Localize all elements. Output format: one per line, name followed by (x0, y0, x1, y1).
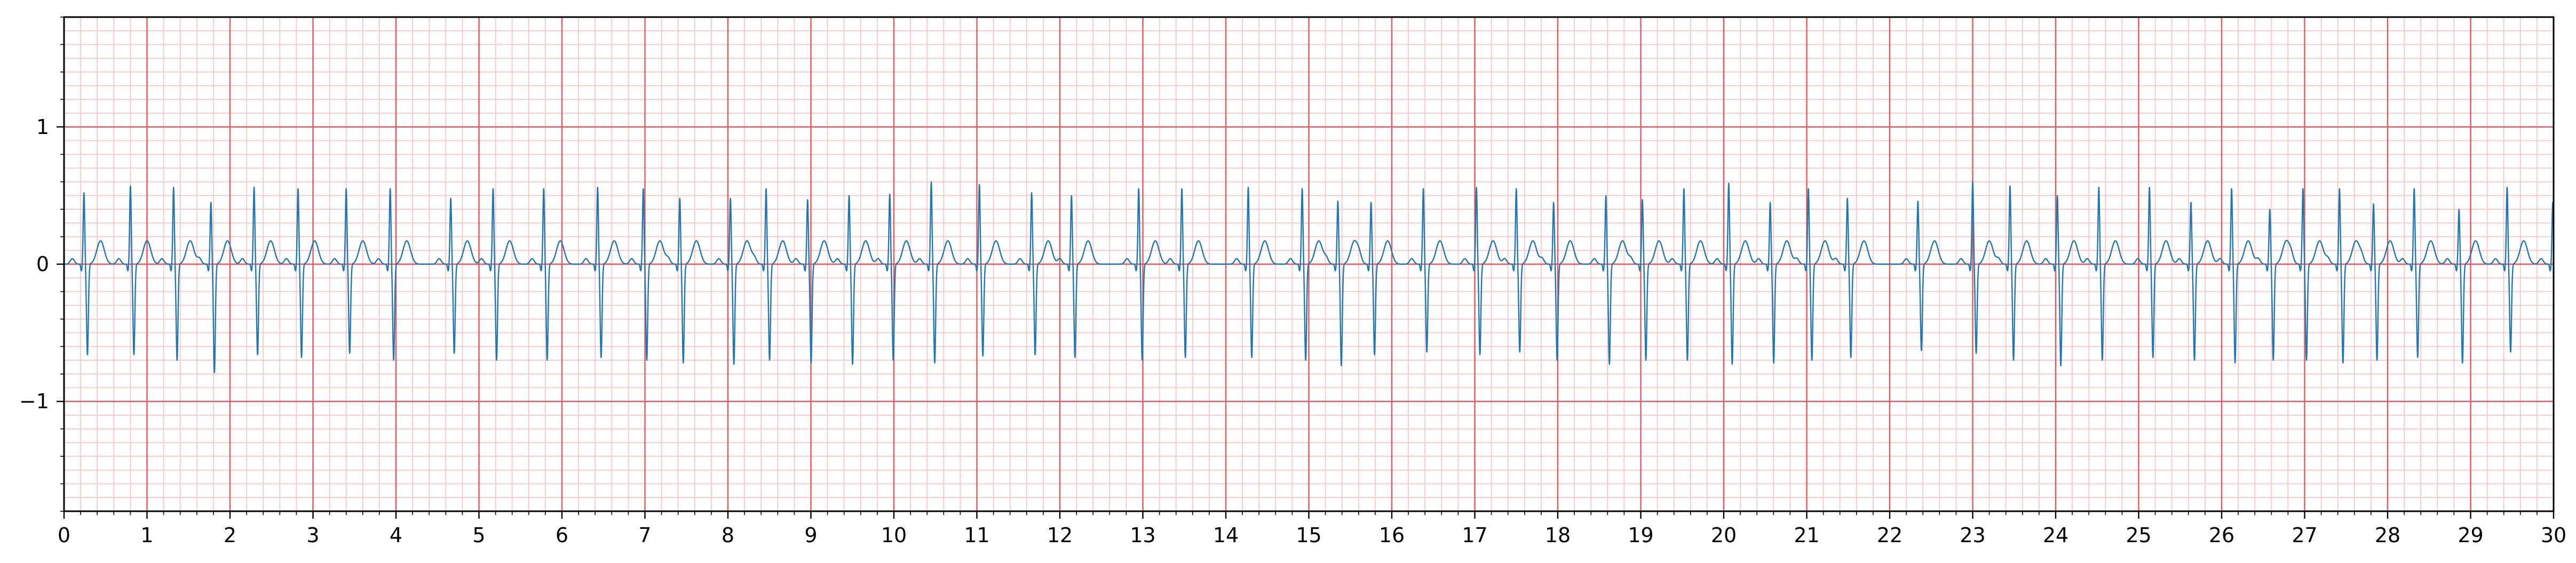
x-tick-label: 10 (881, 524, 907, 547)
x-tick-label: 29 (2458, 524, 2483, 547)
x-tick-label: 30 (2541, 524, 2566, 547)
x-tick-label: 14 (1213, 524, 1239, 547)
y-tick-label: 0 (36, 252, 49, 276)
x-tick-label: 7 (638, 524, 651, 547)
x-tick-label: 23 (1960, 524, 1985, 547)
x-tick-label: 26 (2209, 524, 2234, 547)
x-tick-label: 12 (1047, 524, 1073, 547)
x-tick-label: 4 (390, 524, 402, 547)
y-tick-label: −1 (19, 390, 49, 413)
x-tick-label: 3 (306, 524, 319, 547)
x-tick-label: 1 (140, 524, 153, 547)
x-tick-label: 27 (2292, 524, 2317, 547)
x-tick-label: 25 (2126, 524, 2151, 547)
x-tick-label: 9 (804, 524, 817, 547)
x-tick-label: 15 (1296, 524, 1321, 547)
x-tick-label: 11 (964, 524, 989, 547)
x-tick-label: 22 (1877, 524, 1903, 547)
x-tick-label: 13 (1130, 524, 1155, 547)
y-tick-label: 1 (36, 115, 49, 139)
x-tick-label: 0 (58, 524, 70, 547)
x-tick-label: 5 (472, 524, 485, 547)
x-tick-label: 21 (1794, 524, 1819, 547)
x-tick-label: 20 (1711, 524, 1737, 547)
ecg-trace-layer (64, 181, 2555, 374)
x-tick-label: 19 (1628, 524, 1653, 547)
y-axis: −1 0 1 (19, 17, 64, 512)
x-tick-label: 16 (1379, 524, 1405, 547)
x-tick-label: 17 (1462, 524, 1487, 547)
ecg-trace-line (64, 181, 2555, 374)
x-tick-label: 28 (2375, 524, 2400, 547)
x-tick-label: 6 (556, 524, 568, 547)
x-tick-label: 18 (1545, 524, 1571, 547)
x-tick-label: 24 (2043, 524, 2068, 547)
x-axis: 0 1 2 3 4 5 6 7 8 9 10 11 12 13 14 15 16 17 18 19 20 21 22 23 24… (58, 511, 2566, 547)
x-tick-label: 8 (722, 524, 734, 547)
x-tick-label: 2 (224, 524, 236, 547)
